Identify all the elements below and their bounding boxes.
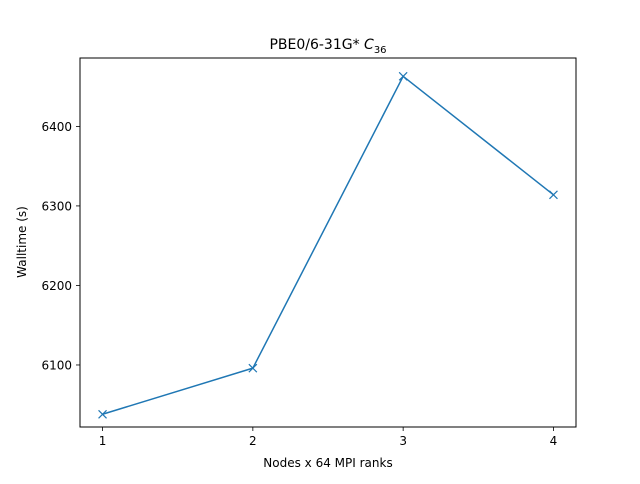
y-tick-label: 6200 [41,279,72,293]
chart-title: PBE0/6-31G* C36 [269,37,386,56]
x-tick-label: 2 [249,434,257,448]
chart-title-math-subscript: 36 [374,45,387,56]
data-point-marker [98,409,107,419]
x-tick-label: 1 [99,434,107,448]
y-tick-label: 6100 [41,358,72,372]
chart-title-text: PBE0/6-31G* [269,37,364,53]
x-axis-label: Nodes x 64 MPI ranks [263,456,392,470]
x-tick-label: 4 [550,434,558,448]
data-point-marker [549,190,558,200]
x-axis: 1 2 3 4 [99,427,558,448]
series-line [102,75,554,415]
y-tick-label: 6400 [41,120,72,134]
data-point-marker [248,363,258,373]
chart-title-math: C [364,37,374,53]
plot-area [79,57,577,428]
y-tick-label: 6300 [41,199,72,213]
series-layer [98,71,558,419]
data-point-marker [398,71,408,81]
y-axis: 6100 6200 6300 6400 [41,120,80,372]
x-tick-label: 3 [399,434,407,448]
y-axis-label: Walltime (s) [15,206,29,278]
